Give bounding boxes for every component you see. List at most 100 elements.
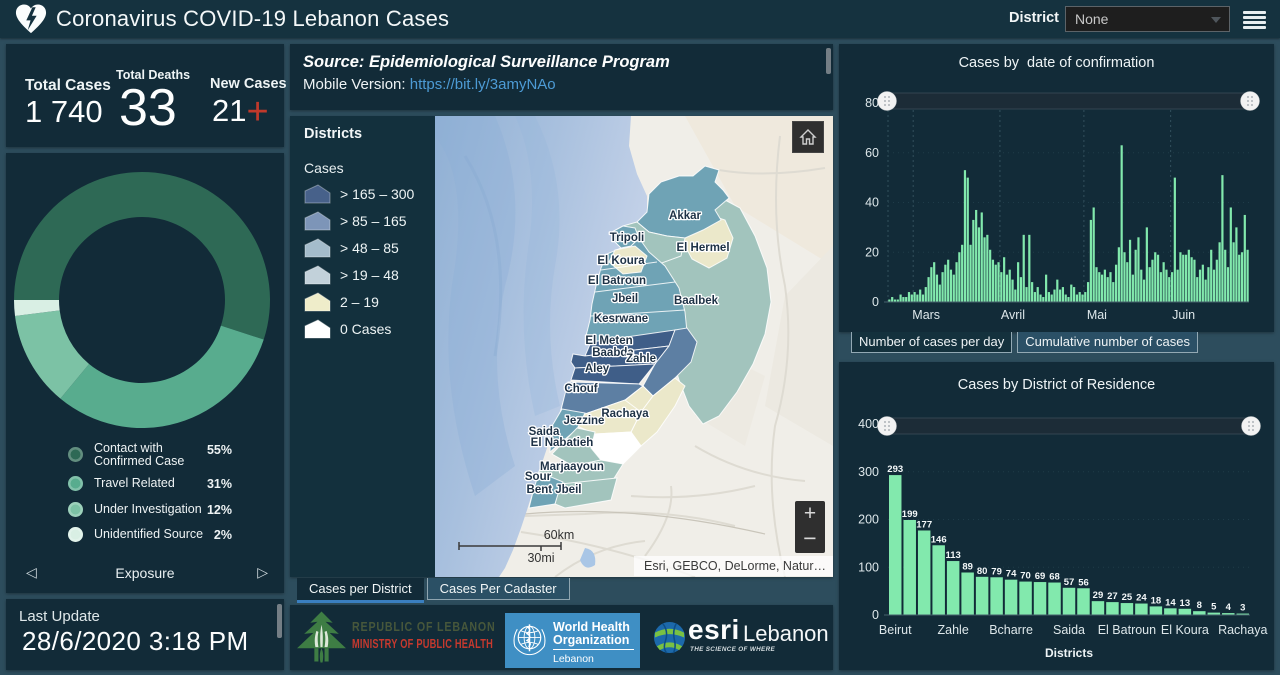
daily-cases-bar[interactable] xyxy=(1198,269,1202,302)
daily-cases-bar[interactable] xyxy=(977,227,981,302)
range-slider-handle[interactable] xyxy=(877,416,897,436)
range-slider-handle[interactable] xyxy=(1240,91,1260,111)
daily-cases-bar[interactable] xyxy=(1095,267,1098,302)
daily-cases-bar[interactable] xyxy=(1039,294,1042,302)
daily-cases-bar[interactable] xyxy=(1036,287,1039,302)
daily-cases-bar[interactable] xyxy=(1210,249,1213,302)
daily-cases-bar[interactable] xyxy=(1201,264,1204,302)
district-cases-bar[interactable] xyxy=(961,572,974,615)
daily-cases-bar[interactable] xyxy=(916,294,919,302)
daily-cases-bar[interactable] xyxy=(930,267,933,302)
district-cases-bar[interactable] xyxy=(990,577,1003,615)
daily-cases-bar[interactable] xyxy=(893,299,897,302)
district-cases-bar[interactable] xyxy=(1120,603,1134,615)
district-cases-bar[interactable] xyxy=(1193,611,1206,615)
daily-cases-bar[interactable] xyxy=(949,269,953,302)
daily-cases-bar[interactable] xyxy=(966,177,969,302)
exposure-legend-item[interactable]: Unidentified Source xyxy=(68,527,213,542)
daily-cases-bar[interactable] xyxy=(1168,277,1171,302)
daily-cases-bar[interactable] xyxy=(1134,249,1137,302)
map-viewport[interactable]: Akkar Tripoli El Hermel El Koura El Batroun J… xyxy=(435,116,833,577)
daily-cases-bar[interactable] xyxy=(944,264,947,302)
daily-cases-bar[interactable] xyxy=(1123,252,1126,302)
district-cases-bar[interactable] xyxy=(1062,587,1076,615)
daily-cases-bar[interactable] xyxy=(1028,234,1031,302)
daily-cases-bar[interactable] xyxy=(980,212,983,302)
daily-cases-bar[interactable] xyxy=(927,277,930,302)
daily-cases-bar[interactable] xyxy=(1176,269,1179,302)
daily-cases-bar[interactable] xyxy=(1005,274,1009,302)
daily-cases-bar[interactable] xyxy=(1081,294,1084,302)
daily-cases-bar[interactable] xyxy=(1212,269,1216,302)
daily-cases-bar[interactable] xyxy=(1103,269,1106,302)
daily-cases-bar[interactable] xyxy=(1232,242,1235,302)
range-slider-handle[interactable] xyxy=(877,91,897,111)
donut-slice[interactable] xyxy=(14,171,270,340)
daily-cases-bar[interactable] xyxy=(1056,279,1059,302)
daily-cases-bar[interactable] xyxy=(1193,259,1196,302)
daily-cases-bar[interactable] xyxy=(994,264,997,302)
daily-cases-bar[interactable] xyxy=(1151,259,1154,302)
daily-cases-bar[interactable] xyxy=(1025,287,1028,302)
district-cases-bar[interactable] xyxy=(917,530,931,615)
daily-cases-bar[interactable] xyxy=(1120,145,1123,302)
district-cases-bar[interactable] xyxy=(1091,601,1105,615)
daily-cases-bar[interactable] xyxy=(1014,289,1017,302)
daily-cases-bar[interactable] xyxy=(1098,272,1101,302)
district-cases-bar[interactable] xyxy=(1178,608,1192,615)
daily-cases-bar[interactable] xyxy=(1170,272,1174,302)
daily-cases-bar[interactable] xyxy=(1145,227,1148,302)
tab-cumulative-number-of-cases[interactable]: Cumulative number of cases xyxy=(1017,332,1198,353)
district-cases-bar[interactable] xyxy=(946,561,960,615)
daily-cases-bar[interactable] xyxy=(1218,242,1221,302)
daily-cases-bar[interactable] xyxy=(947,259,950,302)
daily-cases-bar[interactable] xyxy=(1086,282,1090,302)
tab-cases-per-cadaster[interactable]: Cases Per Cadaster xyxy=(426,578,570,600)
daily-cases-bar[interactable] xyxy=(1114,264,1118,302)
district-cases-bar[interactable] xyxy=(932,545,945,615)
daily-cases-bar[interactable] xyxy=(989,249,992,302)
daily-cases-bar[interactable] xyxy=(1078,292,1081,302)
daily-cases-bar[interactable] xyxy=(1159,272,1162,302)
district-cases-bar[interactable] xyxy=(1236,613,1249,615)
daily-cases-bar[interactable] xyxy=(1047,292,1051,302)
daily-cases-bar[interactable] xyxy=(1162,262,1165,302)
pager-next-arrow-icon[interactable]: ▷ xyxy=(257,564,268,580)
daily-cases-bar[interactable] xyxy=(1100,274,1104,302)
daily-cases-bar[interactable] xyxy=(1117,247,1120,302)
district-cases-bar[interactable] xyxy=(1135,603,1148,615)
daily-cases-bar[interactable] xyxy=(1243,214,1246,302)
district-cases-bar[interactable] xyxy=(1222,613,1235,615)
district-cases-bar[interactable] xyxy=(889,475,902,615)
daily-cases-bar[interactable] xyxy=(983,237,986,302)
daily-cases-bar[interactable] xyxy=(1187,249,1190,302)
daily-cases-bar[interactable] xyxy=(1215,259,1218,302)
daily-cases-bar[interactable] xyxy=(1224,249,1227,302)
daily-cases-bar[interactable] xyxy=(972,219,975,302)
range-slider-handle[interactable] xyxy=(1241,416,1261,436)
daily-cases-bar[interactable] xyxy=(919,289,922,302)
daily-cases-bar[interactable] xyxy=(1196,277,1199,302)
daily-cases-bar[interactable] xyxy=(1240,252,1244,302)
daily-cases-bar[interactable] xyxy=(891,297,894,302)
district-cases-bar[interactable] xyxy=(1004,579,1018,615)
daily-cases-bar[interactable] xyxy=(986,234,989,302)
daily-cases-bar[interactable] xyxy=(1070,284,1073,302)
daily-cases-bar[interactable] xyxy=(1089,219,1092,302)
exposure-legend-item[interactable]: Contact with Confirmed Case xyxy=(68,441,190,468)
daily-cases-bar[interactable] xyxy=(1050,294,1053,302)
donut-slice[interactable] xyxy=(14,300,60,317)
zoom-in-button[interactable]: + xyxy=(803,502,817,525)
daily-cases-bar[interactable] xyxy=(955,262,958,302)
daily-cases-bar[interactable] xyxy=(1156,254,1160,302)
daily-cases-bar[interactable] xyxy=(1182,254,1185,302)
daily-cases-bar[interactable] xyxy=(1190,257,1193,302)
daily-cases-bar[interactable] xyxy=(1154,252,1157,302)
daily-cases-bar[interactable] xyxy=(938,284,941,302)
menu-hamburger-icon[interactable] xyxy=(1243,9,1266,29)
daily-cases-bar[interactable] xyxy=(1059,289,1062,302)
map-home-button[interactable] xyxy=(792,121,824,153)
donut-slice[interactable] xyxy=(60,325,264,428)
tab-cases-per-district[interactable]: Cases per District xyxy=(297,578,424,603)
daily-cases-bar[interactable] xyxy=(1067,297,1070,302)
